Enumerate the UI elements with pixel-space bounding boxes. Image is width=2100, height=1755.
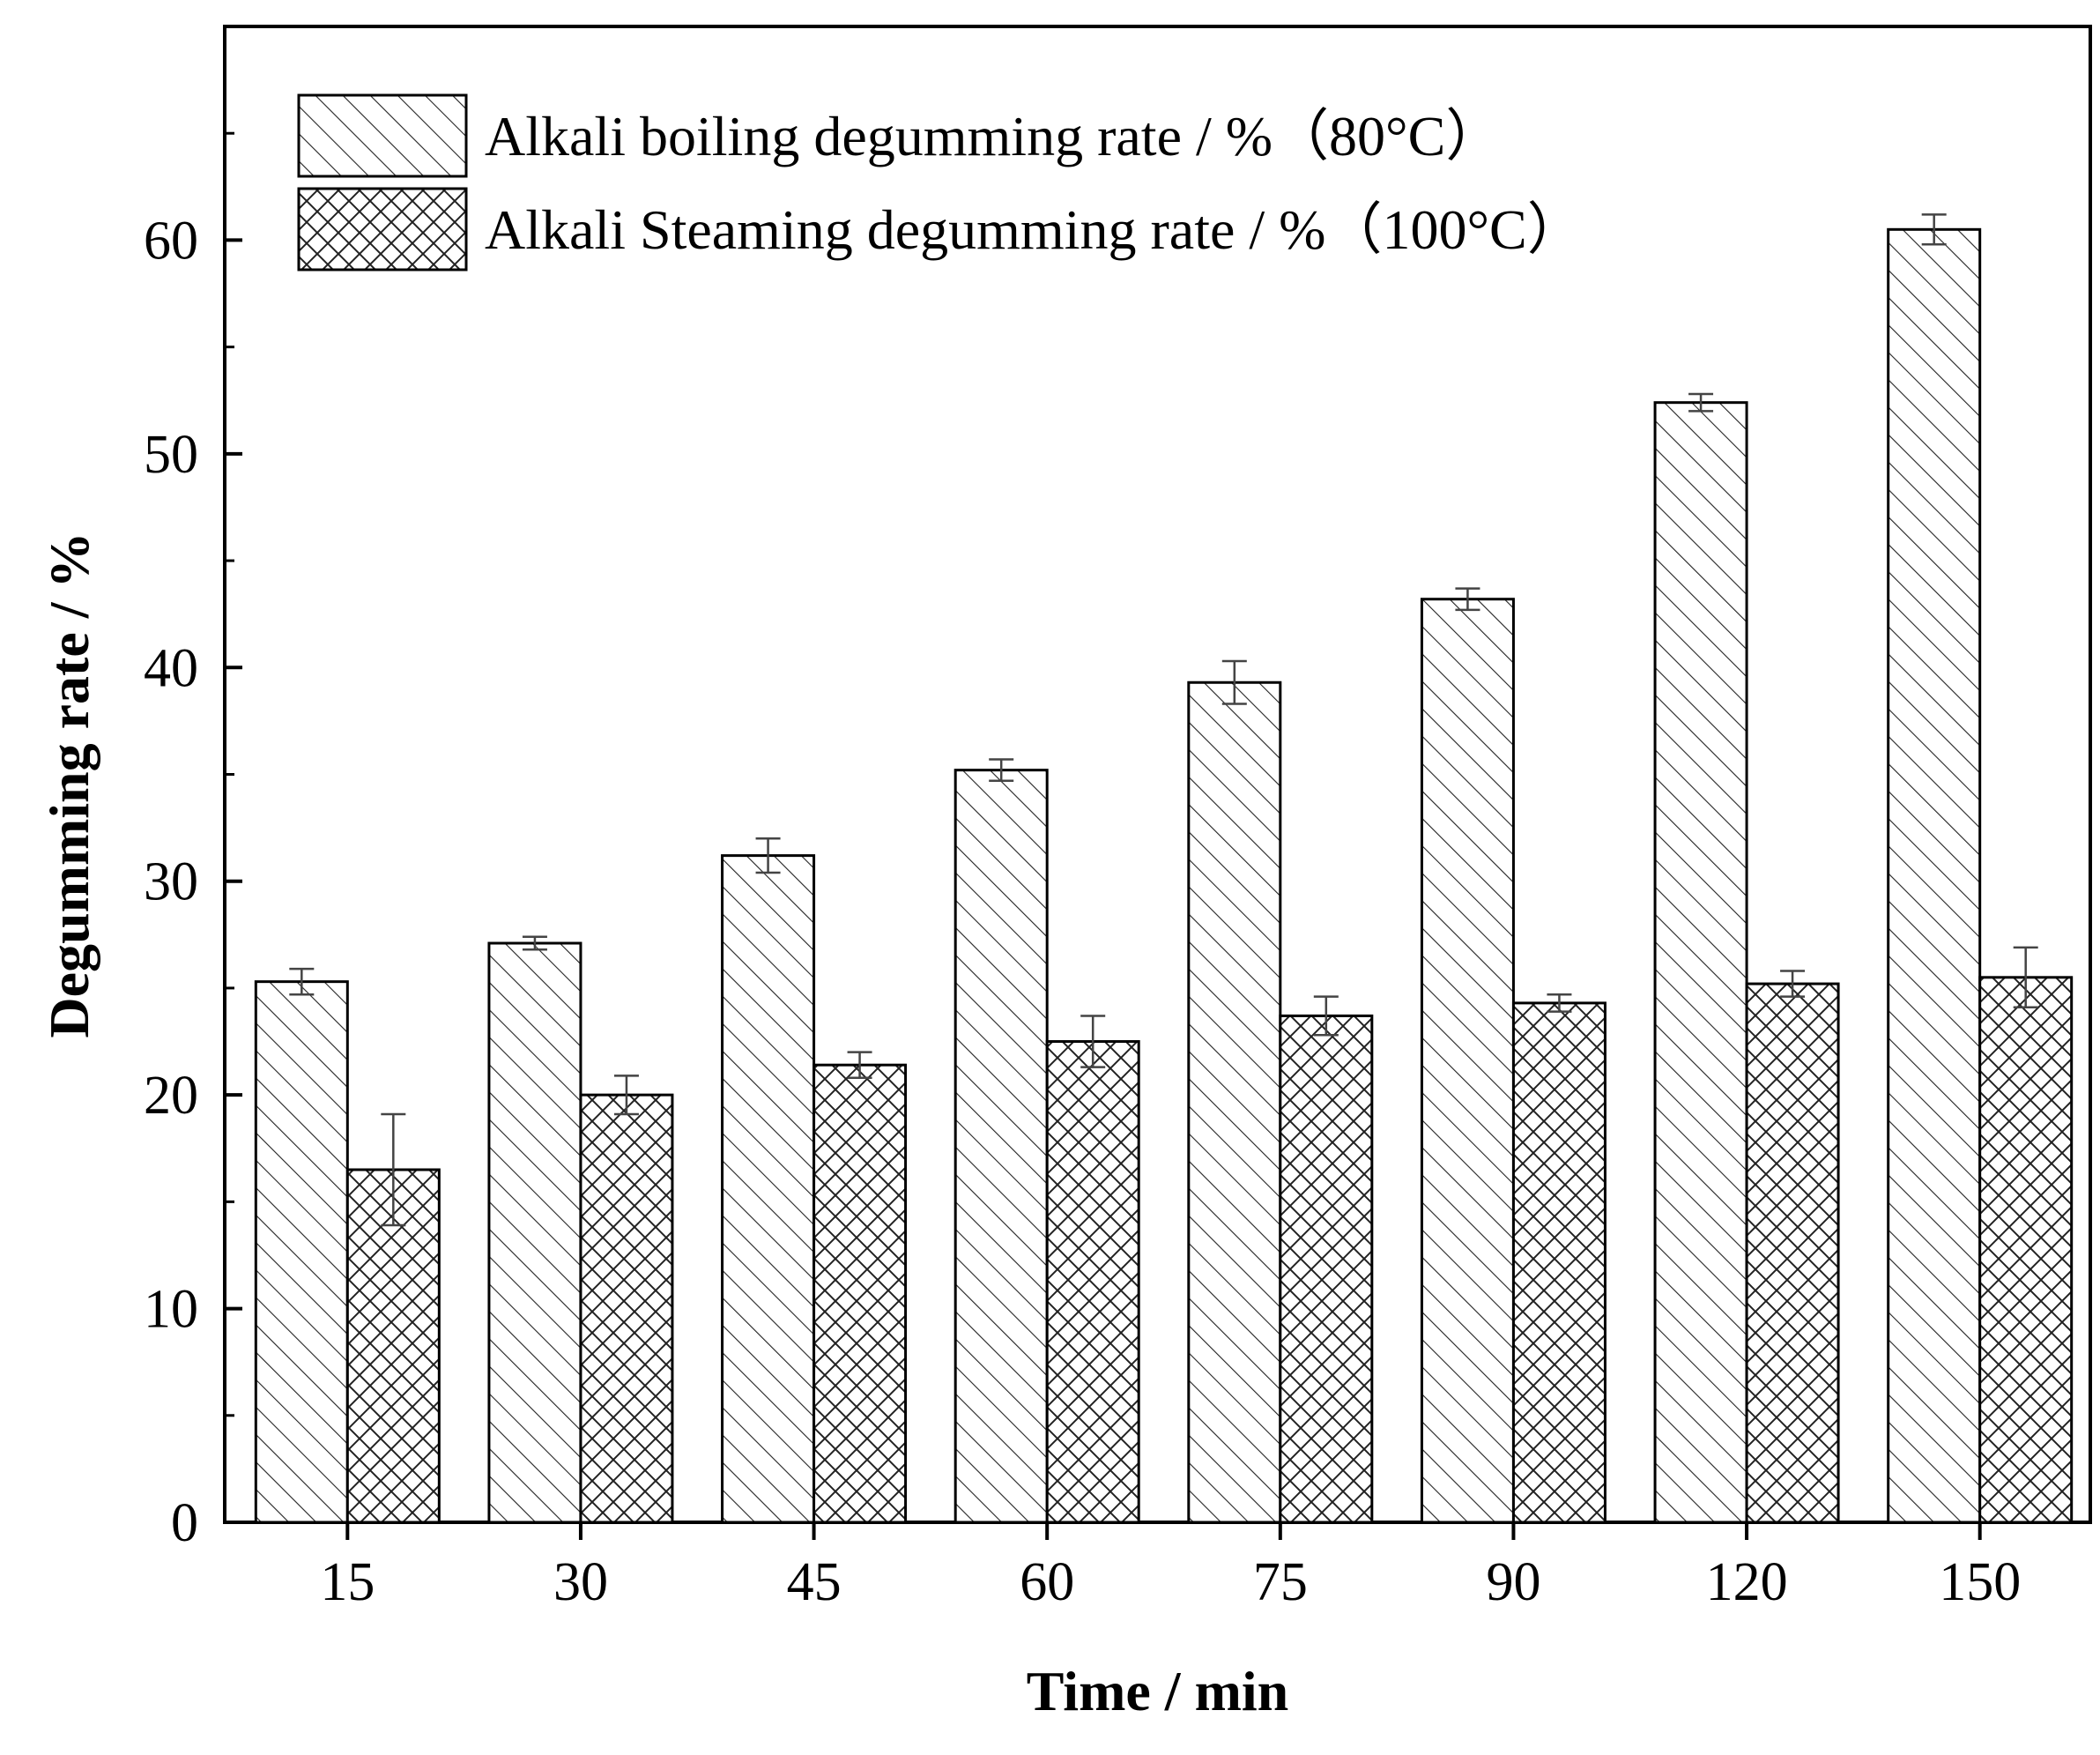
error-bar-steaming-15 — [381, 1112, 406, 1227]
bar-boiling-120 — [1653, 401, 1748, 1524]
x-tick-label: 75 — [1253, 1552, 1308, 1612]
y-axis: 0 10 20 30 40 50 60 — [144, 131, 242, 1553]
error-bar-steaming-45 — [847, 1051, 872, 1079]
legend-swatch-boiling — [297, 93, 468, 178]
error-bar-steaming-120 — [1780, 970, 1806, 998]
bar-steaming-150 — [1978, 976, 2074, 1524]
y-tick-label: 50 — [144, 425, 198, 485]
legend-label-boiling: Alkali boiling degumming rate / %（80°C） — [485, 105, 1502, 167]
error-bar-boiling-30 — [522, 935, 547, 951]
y-tick-label: 20 — [144, 1066, 198, 1126]
y-axis-title: Degumming rate / % — [38, 532, 100, 1037]
legend: Alkali boiling degumming rate / %（80°C） … — [297, 93, 1584, 271]
bar-steaming-30 — [579, 1093, 674, 1524]
x-tick-label: 120 — [1706, 1552, 1788, 1612]
y-tick-label: 60 — [144, 211, 198, 271]
bar-steaming-75 — [1279, 1014, 1374, 1524]
error-bar-steaming-30 — [613, 1075, 639, 1116]
error-bar-steaming-90 — [1547, 993, 1572, 1013]
error-bar-steaming-60 — [1080, 1015, 1106, 1068]
bar-steaming-15 — [345, 1168, 441, 1524]
error-bar-boiling-90 — [1455, 587, 1480, 612]
legend-label-steaming: Alkali Steaming degumming rate / %（100°C… — [485, 198, 1584, 261]
bar-boiling-150 — [1887, 227, 1982, 1524]
bar-steaming-120 — [1745, 982, 1840, 1524]
bar-steaming-90 — [1511, 1001, 1607, 1524]
error-bar-boiling-75 — [1221, 659, 1247, 705]
y-tick-label: 30 — [144, 852, 198, 912]
error-bar-boiling-150 — [1921, 213, 1947, 246]
error-bar-steaming-75 — [1313, 995, 1339, 1037]
x-tick-label: 30 — [553, 1552, 608, 1612]
x-axis-title: Time / min — [1027, 1660, 1289, 1722]
x-tick-label: 90 — [1486, 1552, 1540, 1612]
error-bar-boiling-15 — [289, 967, 315, 996]
bar-steaming-45 — [813, 1063, 908, 1524]
bar-boiling-45 — [721, 854, 816, 1524]
x-tick-label: 60 — [1020, 1552, 1074, 1612]
y-tick-label: 10 — [144, 1280, 198, 1340]
y-tick-label: 0 — [171, 1493, 198, 1553]
x-tick-label: 45 — [787, 1552, 842, 1612]
y-tick-label: 40 — [144, 638, 198, 698]
error-bar-boiling-60 — [989, 758, 1014, 783]
x-axis: 15 30 45 60 75 90 120 150 — [320, 1522, 2021, 1612]
bar-boiling-30 — [487, 941, 583, 1524]
bar-steaming-60 — [1045, 1040, 1140, 1524]
bar-boiling-90 — [1420, 598, 1515, 1524]
error-bar-boiling-45 — [755, 837, 781, 874]
error-bar-steaming-150 — [2013, 946, 2038, 1008]
bar-boiling-60 — [954, 769, 1049, 1524]
x-tick-label: 150 — [1939, 1552, 2021, 1612]
x-tick-label: 15 — [320, 1552, 375, 1612]
bar-boiling-75 — [1187, 680, 1282, 1524]
error-bar-boiling-120 — [1688, 392, 1714, 413]
bar-boiling-15 — [254, 980, 349, 1524]
bars — [254, 213, 2074, 1524]
legend-swatch-steaming — [297, 187, 468, 271]
